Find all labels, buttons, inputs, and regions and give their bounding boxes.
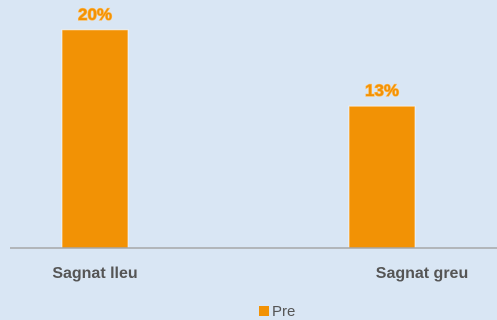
bar-series xyxy=(61,29,416,249)
legend: Pre xyxy=(259,303,295,320)
category-labels: Sagnat lleu Sagnat greu xyxy=(52,265,468,282)
data-labels: 20% 13% xyxy=(77,4,399,101)
legend-swatch xyxy=(259,306,269,316)
legend-label: Pre xyxy=(272,303,295,320)
category-label: Sagnat lleu xyxy=(52,265,137,282)
bar-sagnat-greu xyxy=(348,105,416,249)
data-label: 20% xyxy=(78,5,112,24)
category-label: Sagnat greu xyxy=(376,265,468,282)
bar-sagnat-lleu xyxy=(61,29,129,249)
data-label: 13% xyxy=(365,81,399,100)
